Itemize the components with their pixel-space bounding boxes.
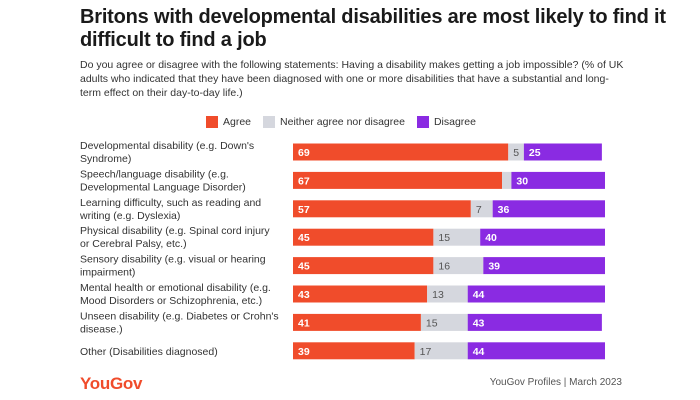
category-label-line: Developmental disability (e.g. Down's	[80, 140, 254, 152]
bar-segment-neither	[470, 200, 493, 218]
bar-segment-disagree	[483, 257, 605, 275]
category-label: Sensory disability (e.g. visual or heari…	[80, 254, 266, 279]
bar-segment-agree	[293, 313, 421, 331]
bar-segment-neither	[433, 228, 481, 246]
bar-segment-disagree	[467, 285, 605, 303]
bar-segment-neither	[502, 171, 512, 189]
chart-subtitle: Do you agree or disagree with the follow…	[80, 59, 624, 99]
bar-segment-disagree	[480, 228, 605, 246]
data-label-agree: 45	[298, 261, 310, 273]
category-label-line: or Cerebral Palsy, etc.)	[80, 238, 187, 250]
category-label: Physical disability (e.g. Spinal cord in…	[80, 225, 270, 250]
category-label-line: writing (e.g. Dyslexia)	[79, 210, 180, 222]
legend-item-agree: Agree	[206, 116, 251, 128]
bar-segment-agree	[293, 257, 434, 275]
legend: Agree Neither agree nor disagree Disagre…	[206, 115, 488, 129]
category-label-line: impairment)	[80, 267, 135, 279]
data-label-neither: 16	[438, 261, 450, 273]
yougov-logo: YouGov	[80, 374, 143, 393]
legend-label-agree: Agree	[223, 116, 252, 128]
category-label-line: Developmental Language Disorder)	[80, 181, 246, 193]
source-note: YouGov Profiles | March 2023	[489, 377, 622, 388]
data-label-disagree: 44	[473, 346, 485, 358]
data-label-disagree: 43	[473, 317, 485, 329]
bar-segment-neither	[420, 313, 468, 331]
category-label-line: Syndrome)	[80, 153, 131, 165]
data-label-neither: 5	[513, 147, 519, 159]
bar-segment-agree	[293, 228, 434, 246]
legend-swatch-disagree	[416, 116, 429, 128]
category-label-line: Mental health or emotional disability (e…	[80, 282, 271, 294]
legend-swatch-neither	[263, 116, 276, 128]
chart-title: Britons with developmental disabilities …	[80, 6, 666, 51]
category-label-line: Unseen disability (e.g. Diabetes or Croh…	[80, 310, 279, 322]
data-label-disagree: 40	[485, 232, 497, 244]
data-label-disagree: 25	[529, 147, 541, 159]
category-label-line: Other (Disabilities diagnosed)	[80, 346, 218, 358]
data-label-neither: 13	[432, 289, 444, 301]
data-label-agree: 67	[298, 175, 310, 187]
data-label-agree: 41	[298, 317, 310, 329]
data-label-neither: 7	[476, 204, 482, 216]
legend-label-neither: Neither agree nor disagree	[280, 116, 405, 128]
data-label-disagree: 39	[488, 261, 500, 273]
bar-segment-agree	[293, 143, 509, 161]
data-label-agree: 39	[298, 346, 310, 358]
data-label-neither: 17	[420, 346, 432, 358]
legend-label-disagree: Disagree	[433, 116, 476, 128]
bar-segment-neither	[414, 342, 468, 360]
data-label-neither: 15	[438, 232, 450, 244]
data-label-agree: 57	[298, 204, 310, 216]
category-label: Unseen disability (e.g. Diabetes or Croh…	[80, 310, 279, 335]
bar-segment-disagree	[492, 200, 605, 218]
data-label-disagree: 30	[516, 175, 528, 187]
data-label-disagree: 36	[498, 204, 510, 216]
category-label-line: disease.)	[80, 323, 123, 335]
data-label-agree: 45	[298, 232, 310, 244]
bar-segment-disagree	[467, 313, 602, 331]
bar-segment-neither	[433, 257, 484, 275]
category-label: Learning difficulty, such as reading and…	[79, 197, 261, 222]
category-label-line: Sensory disability (e.g. visual or heari…	[80, 254, 266, 266]
data-label-agree: 43	[298, 289, 310, 301]
bar-segment-neither	[508, 143, 524, 161]
category-label: Other (Disabilities diagnosed)	[80, 346, 218, 358]
bar-segment-disagree	[523, 143, 602, 161]
bar-segment-agree	[293, 200, 471, 218]
bar-segment-disagree	[467, 342, 605, 360]
data-label-neither: 15	[426, 317, 438, 329]
legend-swatch-agree	[206, 116, 218, 128]
legend-item-neither: Neither agree nor disagree	[263, 116, 405, 128]
legend-item-disagree: Disagree	[416, 116, 476, 128]
category-label: Speech/language disability (e.g. Developm…	[80, 168, 246, 193]
bar-segment-agree	[293, 171, 503, 189]
bar-segment-agree	[293, 342, 415, 360]
category-label-line: Physical disability (e.g. Spinal cord in…	[80, 225, 270, 237]
category-label-line: Mood Disorders or Schizophrenia, etc.)	[80, 295, 262, 307]
category-label-line: Speech/language disability (e.g.	[80, 168, 229, 180]
category-label: Developmental disability (e.g. Down's Syn…	[80, 140, 254, 165]
data-label-disagree: 44	[473, 289, 485, 301]
category-label: Mental health or emotional disability (e…	[80, 282, 271, 307]
bar-segment-disagree	[511, 171, 605, 189]
bar-segment-neither	[427, 285, 468, 303]
bar-segment-agree	[293, 285, 428, 303]
category-label-line: Learning difficulty, such as reading and	[80, 197, 261, 209]
data-label-agree: 69	[298, 147, 310, 159]
